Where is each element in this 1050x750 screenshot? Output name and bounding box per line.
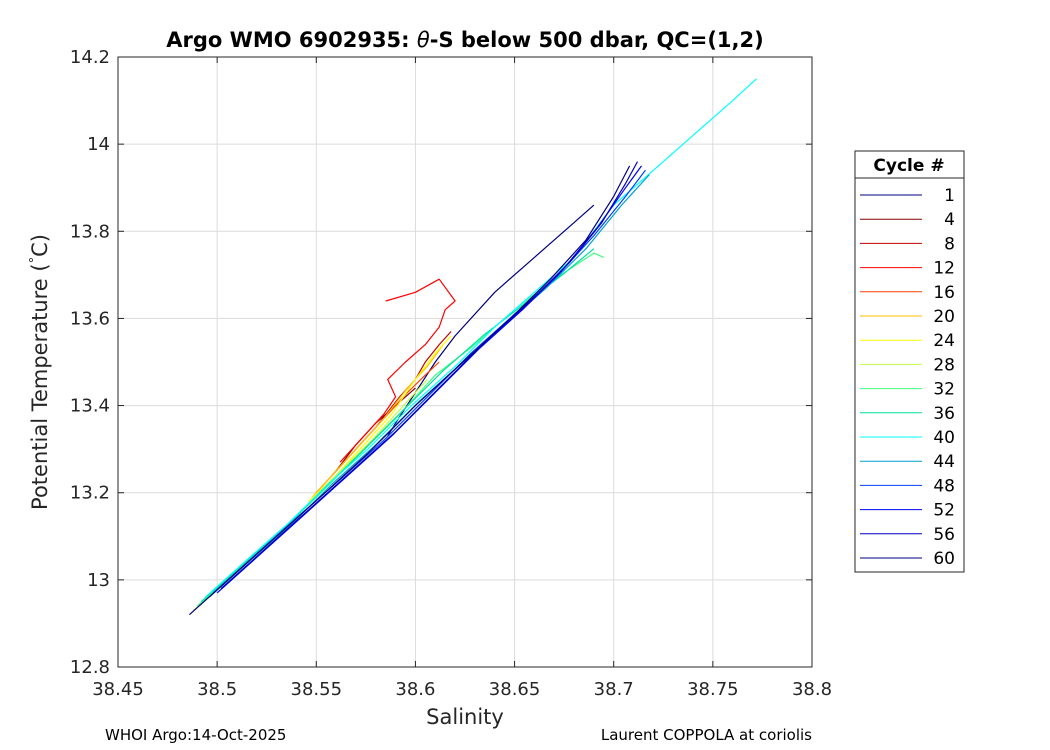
series-line-cycle-20 xyxy=(311,344,444,498)
series-line-cycle-1 xyxy=(387,204,595,437)
y-axis-label-degree: ° xyxy=(28,257,43,264)
legend-entry-label: 8 xyxy=(944,234,955,254)
x-tick-label: 38.65 xyxy=(489,679,541,700)
y-tick-label: 13.4 xyxy=(70,396,110,417)
y-tick-label: 12.8 xyxy=(70,657,110,678)
legend-entry-label: 48 xyxy=(933,476,955,496)
y-tick-label: 14.2 xyxy=(70,47,110,68)
legend-box xyxy=(854,150,965,573)
legend-entry-label: 36 xyxy=(933,404,955,424)
legend-entry-label: 56 xyxy=(933,525,955,545)
y-tick-label: 14 xyxy=(87,134,110,155)
chart-title: Argo WMO 6902935: θ-S below 500 dbar, QC… xyxy=(166,28,763,52)
y-axis-ticks: 12.8 13 13.2 13.4 13.6 13.8 14 14.2 xyxy=(70,47,812,678)
legend-entry-label: 4 xyxy=(944,210,955,230)
legend-entry-label: 16 xyxy=(933,283,955,303)
x-tick-label: 38.75 xyxy=(687,679,739,700)
legend-entry-label: 60 xyxy=(933,549,955,569)
y-axis-label: Potential Temperature (°C) xyxy=(28,234,52,510)
legend-entry-label: 40 xyxy=(933,428,955,448)
legend-entry-label: 28 xyxy=(933,355,955,375)
y-tick-label: 13.2 xyxy=(70,483,110,504)
y-tick-label: 13.8 xyxy=(70,221,110,242)
series-line-cycle-40 xyxy=(204,78,757,598)
x-axis-label: Salinity xyxy=(426,705,504,729)
series-layer xyxy=(188,78,757,616)
legend-entry-label: 32 xyxy=(933,380,955,400)
y-axis-label-main: Potential Temperature ( xyxy=(28,263,52,510)
legend-title: Cycle # xyxy=(873,156,944,176)
series-line-cycle-56 xyxy=(220,161,639,590)
x-tick-label: 38.5 xyxy=(197,679,237,700)
x-axis-ticks: 38.45 38.5 38.55 38.6 38.65 38.7 38.75 38.8 xyxy=(92,57,832,700)
x-tick-label: 38.7 xyxy=(594,679,634,700)
legend-entry-label: 44 xyxy=(933,452,955,472)
footer-right: Laurent COPPOLA at coriolis xyxy=(601,726,812,744)
y-tick-label: 13 xyxy=(87,570,110,591)
y-tick-label: 13.6 xyxy=(70,308,110,329)
x-tick-label: 38.8 xyxy=(792,679,832,700)
plot-frame xyxy=(117,56,813,668)
x-tick-label: 38.55 xyxy=(291,679,343,700)
legend-entry-label: 20 xyxy=(933,307,955,327)
x-tick-label: 38.45 xyxy=(92,679,144,700)
legend-entry-label: 1 xyxy=(944,186,955,206)
legend-entry-label: 24 xyxy=(933,331,955,351)
chart-title-prefix: Argo WMO 6902935: xyxy=(166,28,417,52)
y-axis-label-unit: C) xyxy=(28,234,52,257)
series-line-cycle-60 xyxy=(188,165,631,616)
chart-title-suffix: -S below 500 dbar, QC=(1,2) xyxy=(430,28,764,52)
chart-title-theta: θ xyxy=(417,28,430,52)
x-tick-label: 38.6 xyxy=(395,679,435,700)
footer-left: WHOI Argo:14-Oct-2025 xyxy=(105,726,286,744)
series-line-cycle-12 xyxy=(339,278,456,463)
legend-entry-label: 12 xyxy=(933,259,955,279)
legend-entry-label: 52 xyxy=(933,501,955,521)
